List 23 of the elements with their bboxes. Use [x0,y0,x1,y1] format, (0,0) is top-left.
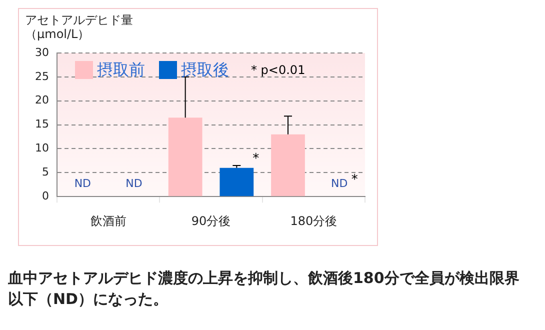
text: ND [126,176,142,190]
y-tick-label: 5 [42,166,49,179]
y-tick-label: 25 [34,70,49,83]
legend-label: 摂取後 [180,60,229,80]
y-tick-label: 20 [34,94,49,107]
x-tick-label: 180分後 [290,214,338,228]
y-tick-label: 15 [34,118,49,131]
text: ND [74,176,92,190]
bar [271,134,305,196]
annotation: * [252,151,260,166]
bar [168,118,202,196]
y-axis-title: アセトアルデヒド量（μmol/L） [25,13,133,42]
annotation: * [351,172,358,188]
y-tick-label: 0 [42,189,49,202]
y-tick-label: 30 [34,46,49,59]
x-tick-label: 飲酒前 [90,214,126,228]
legend-label: 摂取前 [96,60,145,80]
bar [220,168,254,196]
y-tick-label: 10 [34,142,49,155]
annotation: * p<0.01 [250,63,306,78]
x-tick-label: 90分後 [191,214,231,228]
text: 血中アセトアルデヒド濃度の上昇を抑制し、飲酒後180分で全員が検出限界以下（ND）になった。 [8,268,520,310]
text: ND [330,176,348,190]
